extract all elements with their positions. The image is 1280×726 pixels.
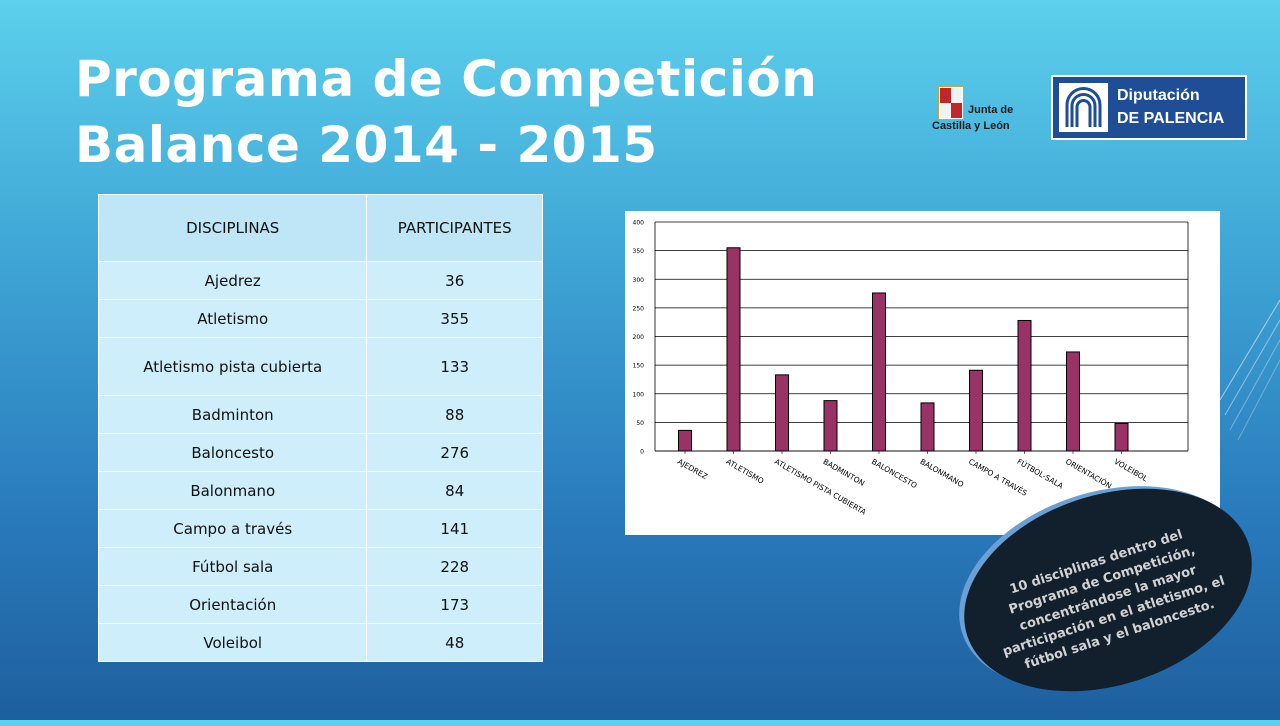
bar [969, 369, 983, 452]
x-tick-label: ORIENTACIÓN [1064, 457, 1113, 491]
discipline-cell: Voleibol [97, 623, 368, 662]
bar [1066, 351, 1080, 452]
y-tick-label: 100 [633, 391, 645, 398]
x-tick-label: AJEDREZ [676, 457, 709, 481]
diputacion-logo-line-1: Diputación [1117, 87, 1200, 104]
x-tick-label: ATLETISMO [725, 457, 766, 486]
discipline-cell: Baloncesto [97, 433, 368, 472]
bar [726, 247, 741, 452]
table-row: Ajedrez 36 [97, 261, 543, 300]
y-tick-label: 400 [633, 220, 645, 227]
participants-cell: 36 [366, 261, 543, 300]
table-row: Balonmano 84 [97, 471, 543, 510]
bar [872, 292, 886, 452]
table-row: Orientación 173 [97, 585, 543, 624]
bar [1017, 319, 1032, 452]
table-row: Baloncesto 276 [97, 433, 543, 472]
table-row: Campo a través 141 [97, 509, 543, 548]
discipline-cell: Fútbol sala [97, 547, 368, 586]
crest-icon [938, 86, 964, 120]
participants-table: DISCIPLINAS PARTICIPANTES Ajedrez 36 Atl… [97, 194, 543, 662]
diputacion-palencia-logo: Diputación DE PALENCIA [1051, 75, 1247, 140]
jcyl-logo-line-1: Junta de [968, 104, 1014, 116]
bar [678, 429, 692, 452]
junta-castilla-leon-logo: Junta de Castilla y León [930, 82, 1030, 142]
title-line-2: Balance 2014 - 2015 [75, 116, 658, 174]
participants-cell: 173 [366, 585, 543, 624]
participants-cell: 84 [366, 471, 543, 510]
participants-cell: 88 [366, 395, 543, 434]
jcyl-logo-line-2: Castilla y León [932, 120, 1010, 132]
discipline-cell: Badminton [97, 395, 368, 434]
decorative-lines [1220, 299, 1280, 441]
page-title: Programa de Competición Balance 2014 - 2… [75, 46, 817, 178]
discipline-cell: Ajedrez [97, 261, 368, 300]
y-tick-label: 300 [633, 277, 645, 284]
x-tick-label: BALONCESTO [870, 457, 919, 490]
bar [775, 374, 789, 452]
x-tick-label: BALONMANO [919, 457, 966, 489]
table-row: Fútbol sala 228 [97, 547, 543, 586]
participants-cell: 141 [366, 509, 543, 548]
diputacion-logo-line-2: DE PALENCIA [1117, 110, 1225, 127]
discipline-cell: Atletismo pista cubierta [97, 337, 368, 396]
y-tick-label: 250 [633, 305, 645, 312]
bar-chart: 0 50 100 150 200 250 300 350 400 AJEDREZ ATLETISMO… [625, 211, 1220, 535]
header-participantes: PARTICIPANTES [366, 194, 543, 262]
table-header-row: DISCIPLINAS PARTICIPANTES [97, 194, 543, 262]
x-tick-label: BADMINTON [822, 457, 867, 488]
discipline-cell: Campo a través [97, 509, 368, 548]
title-line-1: Programa de Competición [75, 50, 818, 108]
discipline-cell: Orientación [97, 585, 368, 624]
y-tick-label: 150 [633, 363, 645, 370]
x-tick-label: VOLEIBOL [1113, 457, 1150, 484]
discipline-cell: Balonmano [97, 471, 368, 510]
bar [920, 402, 935, 452]
participants-cell: 355 [366, 299, 543, 338]
arch-logo-icon [1059, 83, 1108, 132]
bar-chart-svg: 0 50 100 150 200 250 300 350 400 AJEDREZ ATLETISMO… [633, 220, 1189, 517]
y-tick-label: 50 [636, 420, 644, 427]
participants-cell: 48 [366, 623, 543, 662]
table-row: Atletismo 355 [97, 299, 543, 338]
table-row: Voleibol 48 [97, 623, 543, 662]
participants-cell: 228 [366, 547, 543, 586]
participants-cell: 133 [366, 337, 543, 396]
y-tick-label: 200 [633, 334, 645, 341]
bar [1114, 423, 1129, 452]
bar [823, 400, 838, 452]
x-tick-label: ATLETISMO PISTA CUBIERTA [773, 457, 868, 517]
header-disciplinas: DISCIPLINAS [97, 194, 368, 262]
discipline-cell: Atletismo [97, 299, 368, 338]
summary-callout: 10 disciplinas dentro del Programa de Co… [932, 451, 1279, 726]
y-tick-label: 350 [633, 248, 645, 255]
participants-cell: 276 [366, 433, 543, 472]
table-row: Atletismo pista cubierta 133 [97, 337, 543, 396]
table-row: Badminton 88 [97, 395, 543, 434]
y-tick-label: 0 [640, 449, 644, 456]
